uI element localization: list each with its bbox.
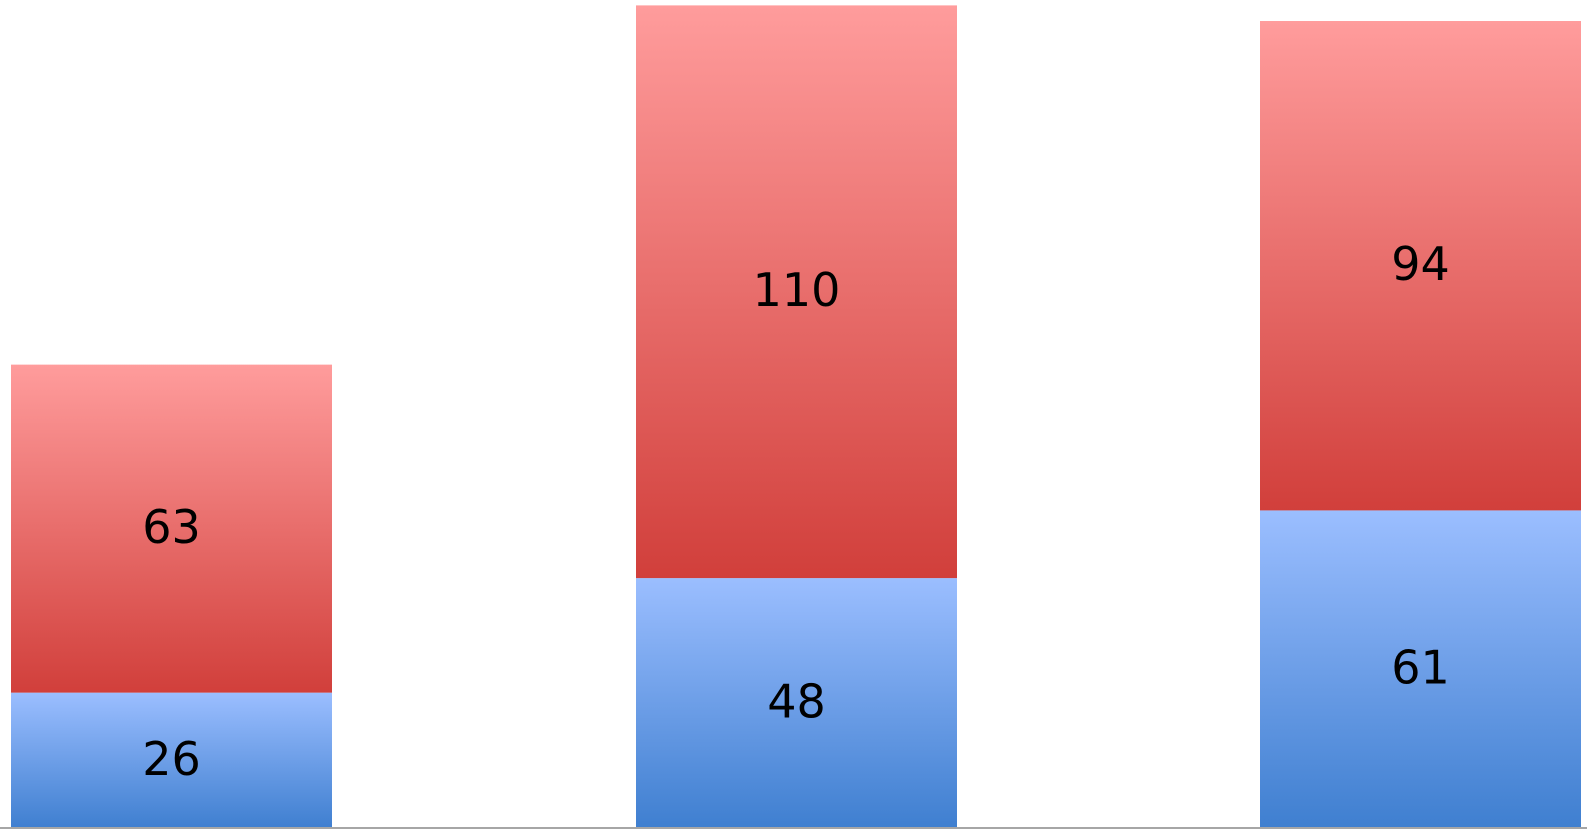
data-labels-layer: 26 63 48 110 61 94 (142, 237, 1450, 786)
bar-segment-1-series-1 (636, 5, 957, 579)
data-label-2-series-1: 94 (1391, 237, 1450, 291)
data-label-1-series-1: 110 (753, 263, 841, 317)
data-label-0-series-0: 26 (142, 732, 201, 786)
bar-segment-0-series-1 (11, 364, 332, 693)
data-label-0-series-1: 63 (142, 500, 201, 554)
bar-segment-2-series-1 (1260, 21, 1581, 511)
bar-segment-1-series-0 (636, 578, 957, 828)
data-label-1-series-0: 48 (767, 675, 826, 729)
bar-segment-2-series-0 (1260, 510, 1581, 828)
bar-segment-0-series-0 (11, 692, 332, 828)
data-label-2-series-0: 61 (1391, 641, 1450, 695)
bars-layer (11, 5, 1581, 828)
